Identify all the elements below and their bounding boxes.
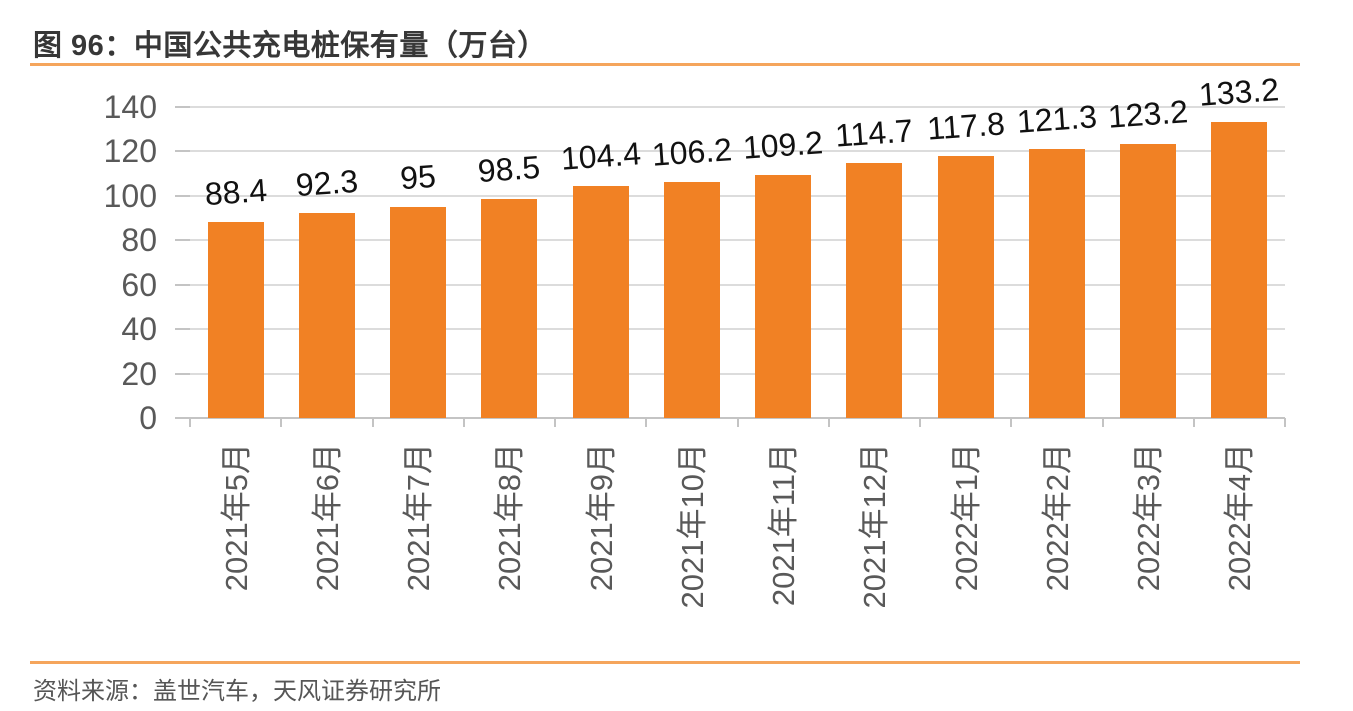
bar-value-label: 133.2 bbox=[1198, 71, 1281, 113]
bar bbox=[390, 206, 447, 418]
source-note: 资料来源：盖世汽车，天风证券研究所 bbox=[33, 678, 441, 705]
x-axis-tick bbox=[645, 418, 648, 427]
x-axis-tick bbox=[1284, 418, 1286, 427]
x-axis-tick bbox=[189, 418, 191, 427]
x-axis-tick bbox=[554, 418, 556, 427]
bar bbox=[755, 175, 812, 418]
y-axis-label: 60 bbox=[121, 266, 157, 303]
y-axis-label: 40 bbox=[121, 311, 157, 348]
gridline bbox=[190, 328, 1285, 331]
title-underline bbox=[30, 63, 1300, 66]
x-axis-tick bbox=[1101, 418, 1104, 427]
gridline bbox=[190, 150, 1285, 153]
x-axis-label: 2021年8月 bbox=[492, 443, 528, 592]
x-axis-label: 2022年4月 bbox=[1222, 443, 1258, 592]
bar bbox=[1028, 148, 1085, 418]
gridline bbox=[190, 372, 1285, 375]
bar bbox=[663, 182, 720, 418]
bar bbox=[481, 199, 538, 418]
x-axis-label: 2021年11月 bbox=[766, 443, 802, 607]
y-axis-label: 100 bbox=[103, 177, 157, 214]
x-axis-tick bbox=[1192, 418, 1195, 427]
y-axis-label: 20 bbox=[121, 355, 157, 392]
gridline bbox=[190, 106, 1285, 108]
gridline bbox=[190, 283, 1285, 286]
x-axis-tick bbox=[1010, 418, 1013, 427]
y-axis-tick bbox=[175, 372, 190, 375]
x-axis-label: 2021年12月 bbox=[857, 443, 893, 609]
x-axis-tick bbox=[827, 418, 830, 427]
y-axis-tick bbox=[175, 417, 190, 419]
bar bbox=[207, 221, 264, 418]
x-axis-tick bbox=[736, 418, 739, 427]
y-axis-label: 120 bbox=[103, 133, 157, 170]
x-axis-label: 2022年1月 bbox=[948, 443, 984, 592]
y-axis-tick bbox=[175, 239, 190, 242]
x-axis-tick bbox=[371, 418, 374, 427]
bar bbox=[1211, 122, 1268, 418]
bar bbox=[298, 212, 355, 418]
y-axis-label: 0 bbox=[139, 400, 157, 436]
x-axis-tick bbox=[919, 418, 921, 427]
bar bbox=[572, 186, 629, 418]
x-axis-label: 2021年9月 bbox=[583, 443, 619, 592]
bar bbox=[846, 163, 903, 418]
figure-title: 图 96：中国公共充电桩保有量（万台） bbox=[33, 30, 547, 62]
y-axis-tick bbox=[175, 106, 190, 108]
y-axis-tick bbox=[175, 150, 190, 153]
y-axis-label: 80 bbox=[121, 222, 157, 259]
x-axis-tick bbox=[462, 418, 465, 427]
gridline bbox=[190, 194, 1285, 197]
y-axis-label: 140 bbox=[103, 89, 157, 125]
x-axis-label: 2021年10月 bbox=[674, 443, 710, 609]
y-axis-tick bbox=[175, 328, 190, 331]
y-axis-tick bbox=[175, 194, 190, 197]
y-axis-tick bbox=[175, 283, 190, 286]
source-divider bbox=[30, 661, 1300, 664]
x-axis-label: 2022年2月 bbox=[1039, 443, 1075, 592]
x-axis-label: 2022年3月 bbox=[1131, 443, 1167, 592]
gridline bbox=[190, 239, 1285, 242]
bar bbox=[937, 156, 994, 418]
x-axis-tick bbox=[280, 418, 283, 427]
bar bbox=[1120, 144, 1177, 418]
